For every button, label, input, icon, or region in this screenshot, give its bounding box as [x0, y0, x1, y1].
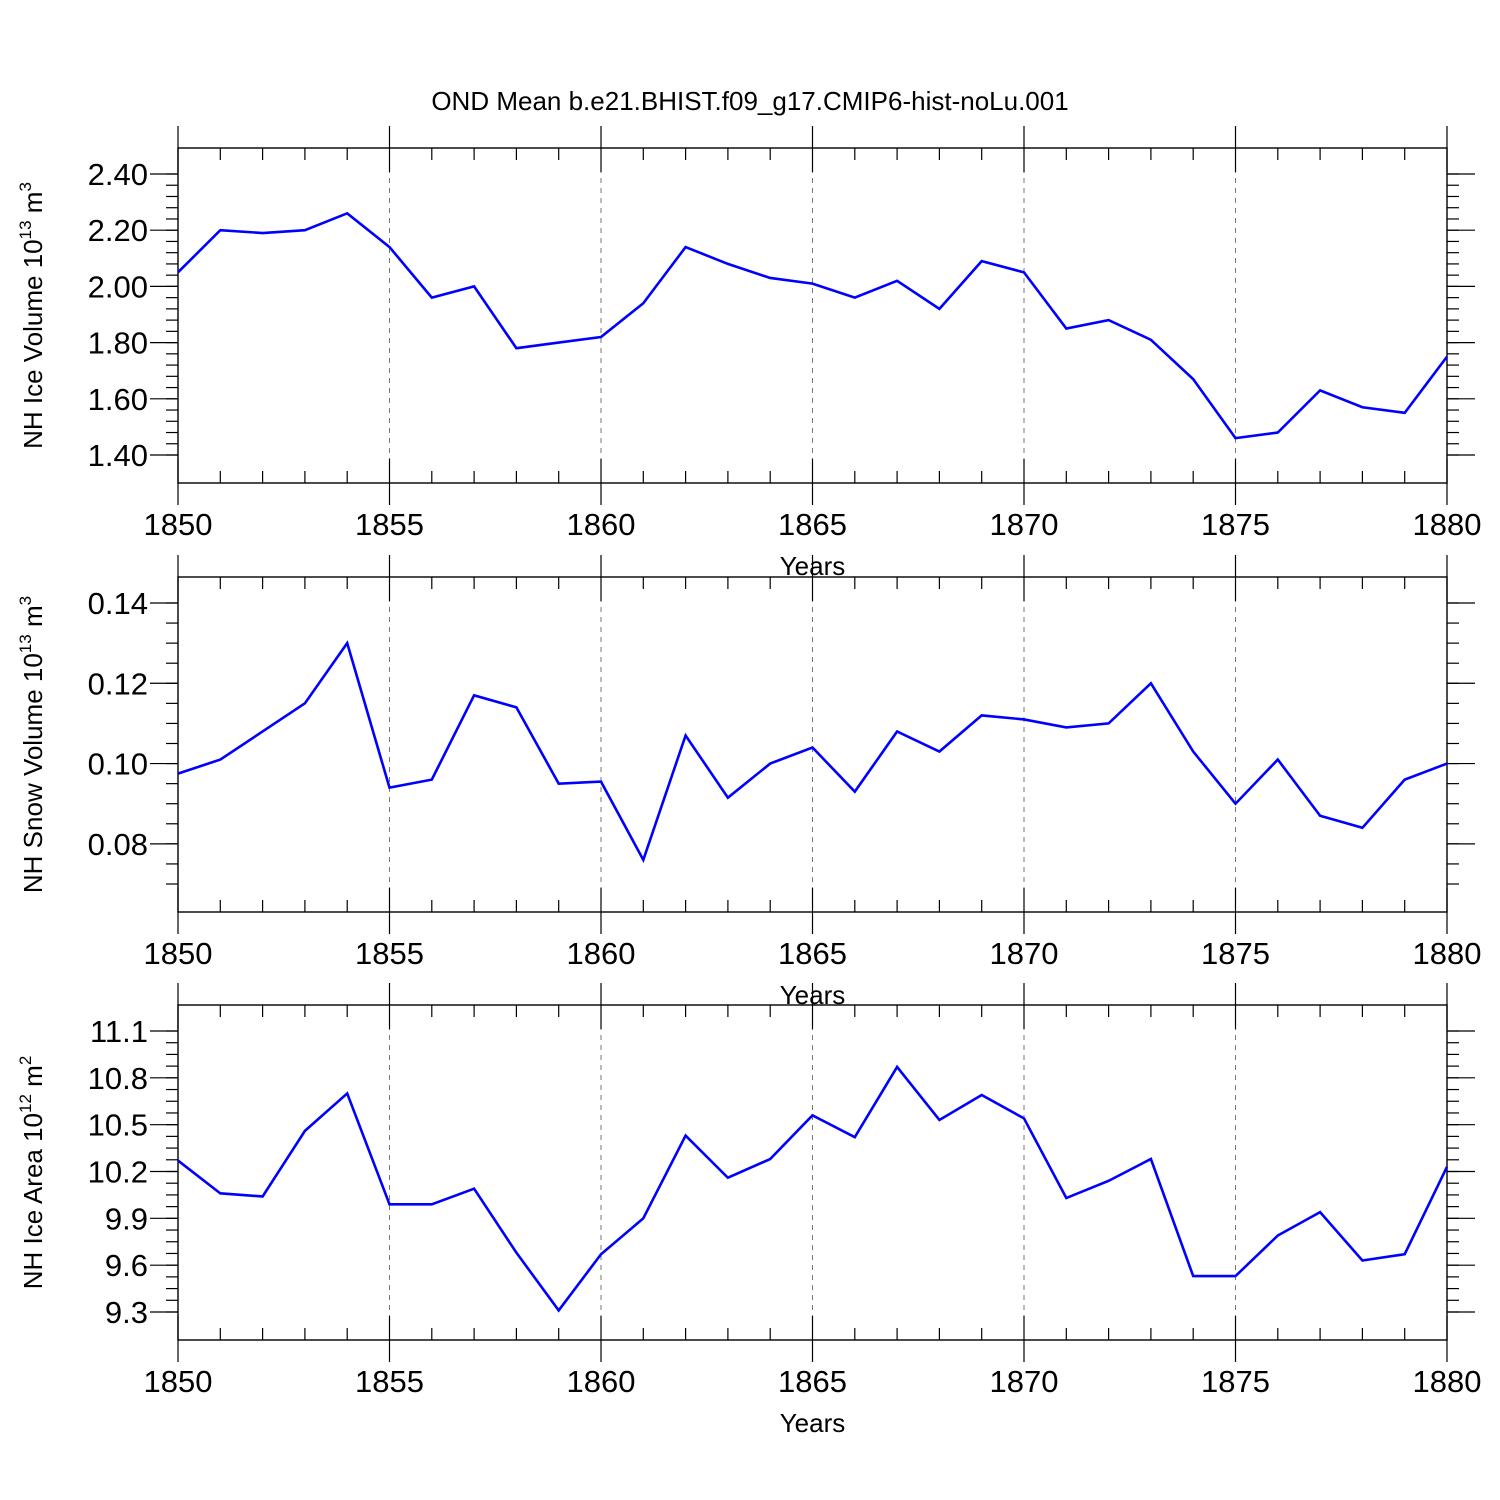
x-tick-label: 1870 — [990, 936, 1059, 971]
y-tick-label: 2.20 — [88, 213, 148, 248]
x-tick-label: 1860 — [567, 936, 636, 971]
y-axis-label-unit: m — [18, 1065, 48, 1094]
y-tick-label: 10.2 — [88, 1155, 148, 1190]
x-tick-label: 1855 — [355, 1364, 424, 1399]
y-tick-label: 0.08 — [88, 827, 148, 862]
y-tick-label: 10.8 — [88, 1061, 148, 1096]
y-tick-label: 0.12 — [88, 666, 148, 701]
x-tick-label: 1875 — [1201, 936, 1270, 971]
y-tick-label: 9.6 — [105, 1248, 148, 1283]
x-tick-label: 1850 — [144, 936, 213, 971]
y-tick-label: 10.5 — [88, 1108, 148, 1143]
x-tick-label: 1860 — [567, 507, 636, 542]
y-axis-label-text: NH Ice Area 10 — [18, 1113, 48, 1289]
y-tick-label: 0.10 — [88, 747, 148, 782]
x-tick-label: 1850 — [144, 507, 213, 542]
y-tick-label: 0.14 — [88, 586, 148, 621]
x-tick-label: 1880 — [1413, 936, 1482, 971]
figure-title: OND Mean b.e21.BHIST.f09_g17.CMIP6-hist-… — [431, 86, 1068, 116]
y-tick-label: 9.9 — [105, 1201, 148, 1236]
panels: 1.40 1.60 1.80 2.00 2.20 2.40 1850 1855 1860 1865… — [16, 126, 1481, 1438]
x-tick-label: 1870 — [990, 507, 1059, 542]
y-axis-label-unit-exponent: 3 — [16, 182, 35, 191]
y-axis-label-unit: m — [18, 605, 48, 634]
y-axis-label: NH Ice Area 1012 m2 — [16, 1056, 48, 1290]
x-tick-label: 1880 — [1413, 507, 1482, 542]
x-tick-label: 1850 — [144, 1364, 213, 1399]
y-axis-label-exponent: 13 — [16, 634, 35, 653]
y-axis-label: NH Ice Volume 1013 m3 — [16, 182, 48, 449]
x-tick-label: 1855 — [355, 936, 424, 971]
y-axis-label-unit-exponent: 2 — [16, 1056, 35, 1065]
panel-2: 0.08 0.10 0.12 0.14 1850 1855 1860 1865 1870 1875… — [16, 555, 1481, 1010]
y-axis-label-exponent: 12 — [16, 1094, 35, 1113]
x-axis-label: Years — [780, 1408, 846, 1438]
y-axis-label-unit: m — [18, 192, 48, 221]
y-tick-label: 1.60 — [88, 382, 148, 417]
y-axis-label-unit-exponent: 3 — [16, 596, 35, 605]
y-tick-label: 2.40 — [88, 157, 148, 192]
y-tick-label: 1.80 — [88, 326, 148, 361]
x-tick-label: 1865 — [778, 1364, 847, 1399]
x-tick-label: 1865 — [778, 936, 847, 971]
series-line — [177, 640, 1448, 864]
x-tick-label: 1880 — [1413, 1364, 1482, 1399]
x-tick-label: 1875 — [1201, 1364, 1270, 1399]
panel-3: 9.3 9.6 9.9 10.2 10.5 10.8 11.1 1850 1855 1860 186… — [16, 983, 1481, 1438]
x-tick-label: 1875 — [1201, 507, 1270, 542]
panel-1: 1.40 1.60 1.80 2.00 2.20 2.40 1850 1855 1860 1865… — [16, 126, 1481, 581]
y-axis-label-exponent: 13 — [16, 220, 35, 239]
x-tick-label: 1855 — [355, 507, 424, 542]
y-tick-label: 9.3 — [105, 1295, 148, 1330]
x-tick-label: 1865 — [778, 507, 847, 542]
y-axis-label-text: NH Snow Volume 10 — [18, 653, 48, 893]
x-tick-label: 1870 — [990, 1364, 1059, 1399]
series-line — [177, 1064, 1449, 1313]
series-line — [177, 211, 1449, 440]
y-tick-label: 1.40 — [88, 438, 148, 473]
y-axis-label: NH Snow Volume 1013 m3 — [16, 596, 48, 893]
y-tick-label: 11.1 — [90, 1014, 148, 1049]
x-tick-label: 1860 — [567, 1364, 636, 1399]
y-tick-label: 2.00 — [88, 269, 148, 304]
y-axis-label-text: NH Ice Volume 10 — [18, 239, 48, 449]
